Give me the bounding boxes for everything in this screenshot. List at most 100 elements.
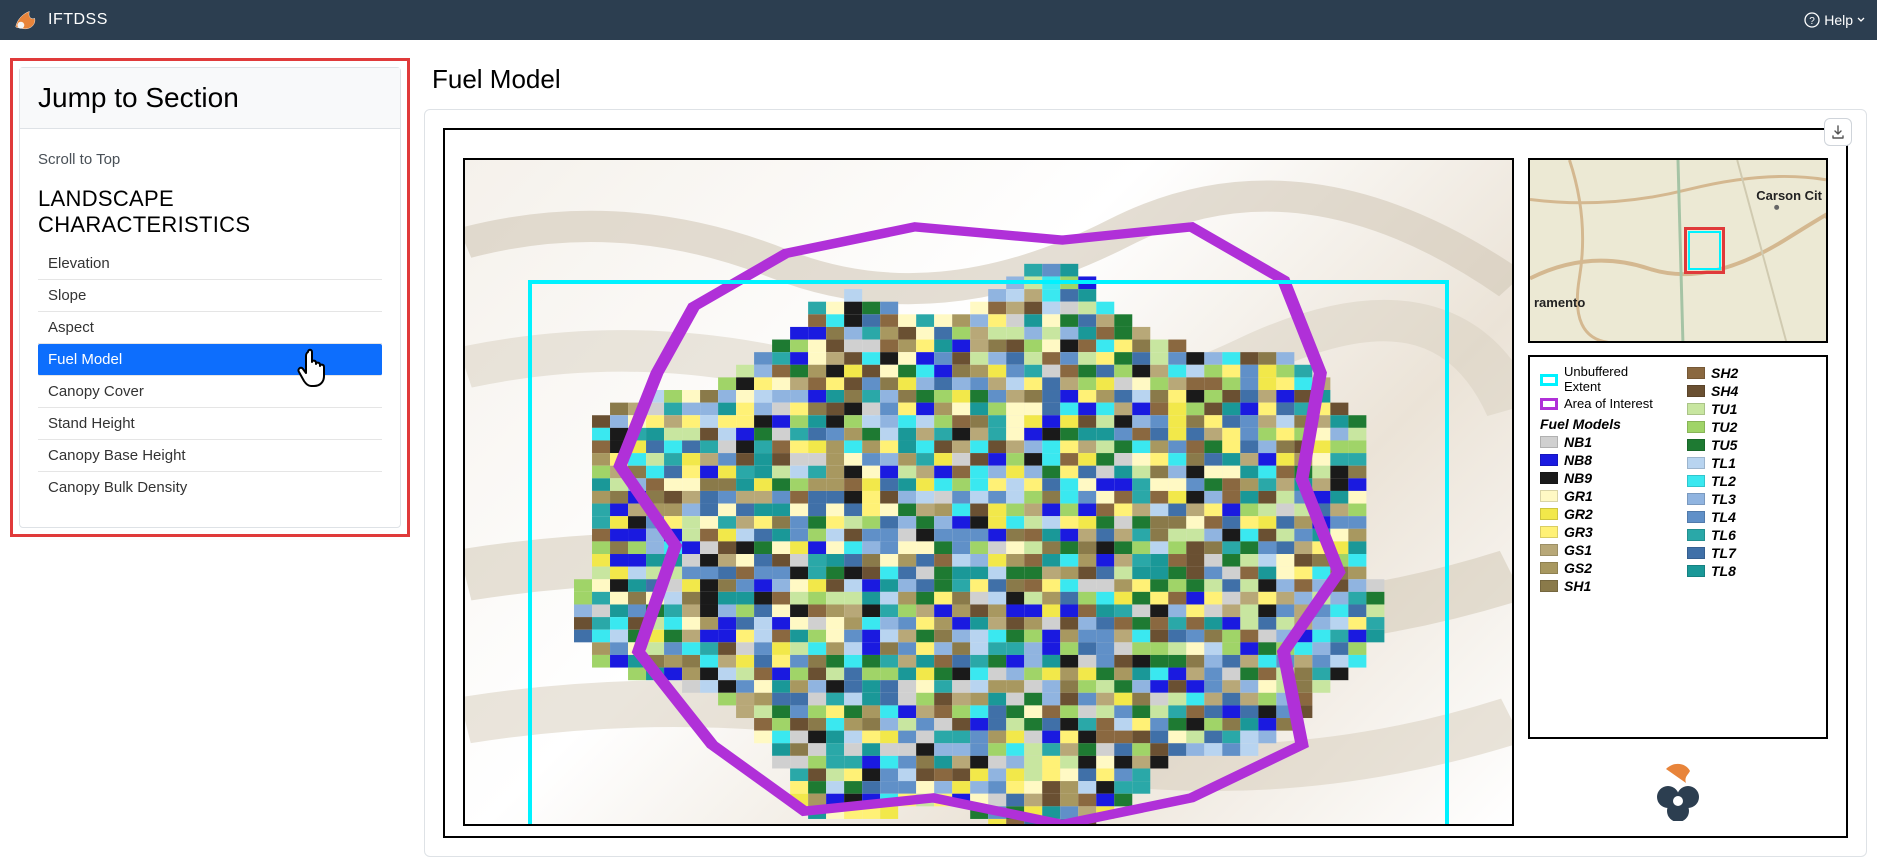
legend-code: TU5	[1711, 437, 1737, 453]
sidebar-title: Jump to Section	[20, 68, 400, 129]
legend-swatch	[1540, 472, 1558, 484]
legend-swatch	[1540, 490, 1558, 502]
legend-item-gr2: GR2	[1540, 506, 1669, 522]
legend-code: TL8	[1711, 563, 1736, 579]
legend-swatch	[1540, 562, 1558, 574]
legend-swatch	[1687, 385, 1705, 397]
legend-code: GS1	[1564, 542, 1592, 558]
content-title: Fuel Model	[424, 50, 1867, 109]
header-left: IFTDSS	[12, 8, 108, 32]
legend-item-tl2: TL2	[1687, 473, 1816, 489]
top-header: IFTDSS ? Help	[0, 0, 1877, 40]
legend-swatch	[1540, 508, 1558, 520]
legend-code: GR1	[1564, 488, 1593, 504]
legend-swatch	[1687, 421, 1705, 433]
right-column: Fuel Model	[420, 40, 1877, 868]
content-panel: Carson Cit ramento UnbufferedExtent	[424, 109, 1867, 857]
legend-section-heading: Fuel Models	[1540, 416, 1669, 432]
legend-swatch	[1540, 544, 1558, 556]
unbuffered-extent-box	[528, 280, 1449, 826]
legend-item-gs2: GS2	[1540, 560, 1669, 576]
legend-code: GR2	[1564, 506, 1593, 522]
legend-swatch	[1540, 454, 1558, 466]
legend-item-tu5: TU5	[1687, 437, 1816, 453]
nav-item-slope[interactable]: Slope	[38, 280, 382, 312]
legend-label-unbuffered: UnbufferedExtent	[1564, 365, 1628, 395]
legend-item-tu2: TU2	[1687, 419, 1816, 435]
nav-list: ElevationSlopeAspectFuel ModelCanopy Cov…	[38, 248, 382, 503]
legend-code: SH2	[1711, 365, 1738, 381]
legend-code: TL4	[1711, 509, 1736, 525]
download-icon	[1830, 124, 1846, 140]
legend-code: GS2	[1564, 560, 1592, 576]
download-button[interactable]	[1824, 118, 1852, 146]
legend-column-1: UnbufferedExtent Area of Interest Fuel M…	[1540, 365, 1669, 596]
help-menu[interactable]: ? Help	[1804, 12, 1865, 28]
legend-item-tl6: TL6	[1687, 527, 1816, 543]
legend-swatch-aoi	[1540, 398, 1558, 410]
minimap-label-carson: Carson Cit	[1756, 188, 1822, 203]
legend-code: NB8	[1564, 452, 1592, 468]
legend-swatch	[1540, 526, 1558, 538]
legend-swatch	[1687, 475, 1705, 487]
svg-text:?: ?	[1809, 16, 1815, 27]
legend-swatch	[1687, 439, 1705, 451]
mini-map[interactable]: Carson Cit ramento	[1528, 158, 1828, 343]
legend-item-tl4: TL4	[1687, 509, 1816, 525]
help-label: Help	[1824, 12, 1853, 28]
legend-item-sh1: SH1	[1540, 578, 1669, 594]
legend-item-sh2: SH2	[1687, 365, 1816, 381]
legend-code: TL7	[1711, 545, 1736, 561]
legend-item-tl3: TL3	[1687, 491, 1816, 507]
legend-swatch	[1540, 580, 1558, 592]
iftdss-logo-icon	[12, 8, 40, 32]
nav-item-fuel-model[interactable]: Fuel Model	[38, 344, 382, 376]
legend-code: TL3	[1711, 491, 1736, 507]
legend-code: TL2	[1711, 473, 1736, 489]
legend-swatch	[1687, 565, 1705, 577]
nav-item-elevation[interactable]: Elevation	[38, 248, 382, 280]
map-layout: Carson Cit ramento UnbufferedExtent	[443, 128, 1848, 838]
legend-item-tl7: TL7	[1687, 545, 1816, 561]
legend-label-aoi: Area of Interest	[1564, 397, 1653, 412]
legend-code: GR3	[1564, 524, 1593, 540]
legend-code: TL6	[1711, 527, 1736, 543]
legend-swatch	[1687, 511, 1705, 523]
legend-item-nb1: NB1	[1540, 434, 1669, 450]
chevron-down-icon	[1857, 16, 1865, 24]
legend-code: NB1	[1564, 434, 1592, 450]
nav-item-aspect[interactable]: Aspect	[38, 312, 382, 344]
legend-swatch	[1687, 457, 1705, 469]
legend-column-2: SH2SH4TU1TU2TU5TL1TL2TL3TL4TL6TL7TL8	[1687, 365, 1816, 596]
legend-code: SH1	[1564, 578, 1591, 594]
nav-item-canopy-base-height[interactable]: Canopy Base Height	[38, 440, 382, 472]
legend-item-nb9: NB9	[1540, 470, 1669, 486]
nav-item-canopy-bulk-density[interactable]: Canopy Bulk Density	[38, 472, 382, 503]
legend-item-gr1: GR1	[1540, 488, 1669, 504]
legend-item-gr3: GR3	[1540, 524, 1669, 540]
scroll-to-top-link[interactable]: Scroll to Top	[38, 141, 382, 178]
legend-swatch	[1540, 436, 1558, 448]
minimap-label-sacramento: ramento	[1534, 295, 1585, 310]
help-icon: ?	[1804, 12, 1820, 28]
legend-swatch	[1687, 403, 1705, 415]
legend-code: TU1	[1711, 401, 1737, 417]
legend-item-tu1: TU1	[1687, 401, 1816, 417]
nav-item-canopy-cover[interactable]: Canopy Cover	[38, 376, 382, 408]
main-map[interactable]	[463, 158, 1514, 826]
legend-code: TU2	[1711, 419, 1737, 435]
legend-panel: UnbufferedExtent Area of Interest Fuel M…	[1528, 355, 1828, 739]
map-side-column: Carson Cit ramento UnbufferedExtent	[1528, 158, 1828, 826]
minimap-extent-box	[1688, 231, 1721, 271]
legend-code: NB9	[1564, 470, 1592, 486]
legend-swatch	[1687, 493, 1705, 505]
left-column: Jump to Section Scroll to Top LANDSCAPE …	[0, 40, 420, 868]
legend-item-tl8: TL8	[1687, 563, 1816, 579]
jump-to-section-panel: Jump to Section Scroll to Top LANDSCAPE …	[10, 58, 410, 537]
legend-code: SH4	[1711, 383, 1738, 399]
legend-swatch	[1687, 547, 1705, 559]
legend-item-sh4: SH4	[1687, 383, 1816, 399]
section-heading: LANDSCAPE CHARACTERISTICS	[38, 178, 382, 248]
legend-item-nb8: NB8	[1540, 452, 1669, 468]
nav-item-stand-height[interactable]: Stand Height	[38, 408, 382, 440]
